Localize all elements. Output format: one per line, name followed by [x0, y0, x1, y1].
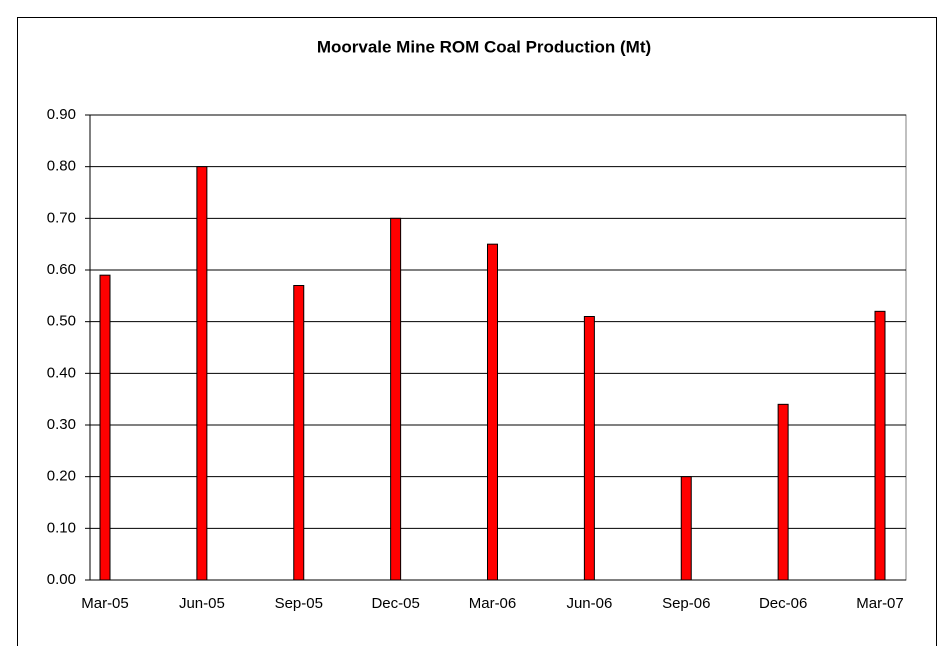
bar	[777, 403, 789, 581]
chart-title: Moorvale Mine ROM Coal Production (Mt)	[317, 37, 651, 56]
bar	[583, 316, 595, 581]
bar	[680, 476, 692, 581]
x-tick-label: Jun-05	[179, 595, 225, 612]
y-tick-label: 0.30	[47, 416, 76, 433]
x-tick-label: Mar-05	[81, 595, 129, 612]
x-tick-label: Sep-05	[275, 595, 323, 612]
bar	[196, 166, 208, 581]
bar	[874, 310, 886, 581]
y-tick-label: 0.10	[47, 519, 76, 536]
x-tick-label: Dec-06	[759, 595, 807, 612]
x-tick-label: Jun-06	[566, 595, 612, 612]
bar	[293, 285, 305, 581]
y-tick-label: 0.20	[47, 468, 76, 485]
y-tick-label: 0.90	[47, 106, 76, 123]
x-tick-label: Dec-05	[371, 595, 419, 612]
x-tick-label: Mar-06	[469, 595, 517, 612]
y-tick-label: 0.00	[47, 571, 76, 588]
bar	[99, 274, 111, 581]
x-tick-label: Mar-07	[856, 595, 904, 612]
bar	[390, 217, 402, 581]
y-tick-label: 0.50	[47, 313, 76, 330]
y-tick-label: 0.70	[47, 209, 76, 226]
y-tick-label: 0.80	[47, 158, 76, 175]
bar	[487, 243, 498, 581]
x-tick-label: Sep-06	[662, 595, 710, 612]
y-tick-label: 0.60	[47, 261, 76, 278]
y-tick-label: 0.40	[47, 364, 76, 381]
